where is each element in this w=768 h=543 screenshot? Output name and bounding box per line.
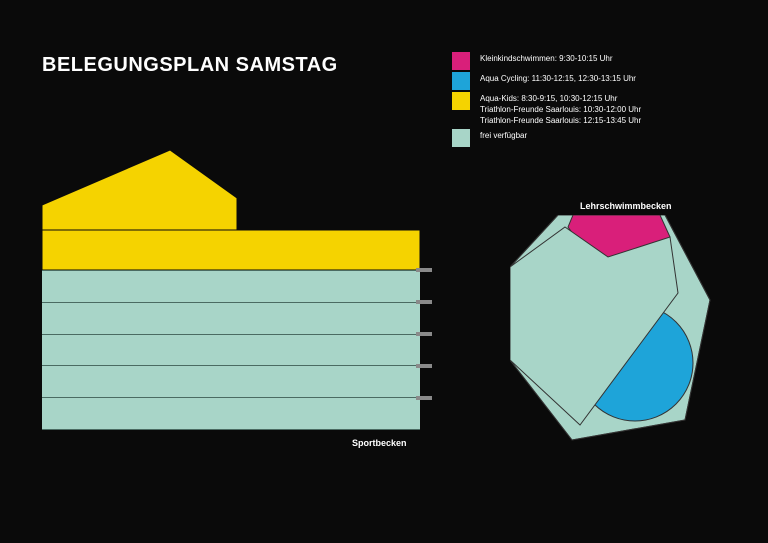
lane [42,302,420,334]
legend-swatch [452,129,470,147]
legend-item: Kleinkindschwimmen: 9:30-10:15 Uhr [452,52,641,70]
legend-label: Kleinkindschwimmen: 9:30-10:15 Uhr [480,53,613,64]
sportbecken-label: Sportbecken [352,438,407,448]
lane-marker [416,300,432,304]
legend-swatch [452,52,470,70]
legend-label: frei verfügbar [480,130,527,141]
page-title: BELEGUNGSPLAN SAMSTAG [42,54,338,77]
lane-marker [416,268,432,272]
lanes [42,270,420,430]
lane-marker [416,396,432,400]
lane [42,334,420,366]
sportbecken-pool: Sportbecken [42,150,432,430]
legend-label: Aqua-Kids: 8:30-9:15, 10:30-12:15 Uhr [480,93,641,104]
lehrschwimm-svg [510,215,720,445]
top-band [42,230,420,270]
roof-shape [42,150,237,230]
lane [42,365,420,397]
legend-item: frei verfügbar [452,129,641,147]
lehrschwimm-pool: Lehrschwimmbecken [510,215,720,445]
lehrschwimm-label: Lehrschwimmbecken [580,201,672,211]
legend-label: Triathlon-Freunde Saarlouis: 12:15-13:45… [480,115,641,126]
sportbecken-top-svg [42,150,432,280]
legend-label: Aqua Cycling: 11:30-12:15, 12:30-13:15 U… [480,73,636,84]
legend-item: Aqua-Kids: 8:30-9:15, 10:30-12:15 Uhr Tr… [452,92,641,127]
legend-item: Aqua Cycling: 11:30-12:15, 12:30-13:15 U… [452,72,641,90]
legend-swatch [452,72,470,90]
legend-label: Triathlon-Freunde Saarlouis: 10:30-12:00… [480,104,641,115]
lane [42,270,420,302]
lane [42,397,420,430]
lane-marker [416,332,432,336]
legend: Kleinkindschwimmen: 9:30-10:15 Uhr Aqua … [452,52,641,149]
legend-swatch [452,92,470,110]
lane-marker [416,364,432,368]
